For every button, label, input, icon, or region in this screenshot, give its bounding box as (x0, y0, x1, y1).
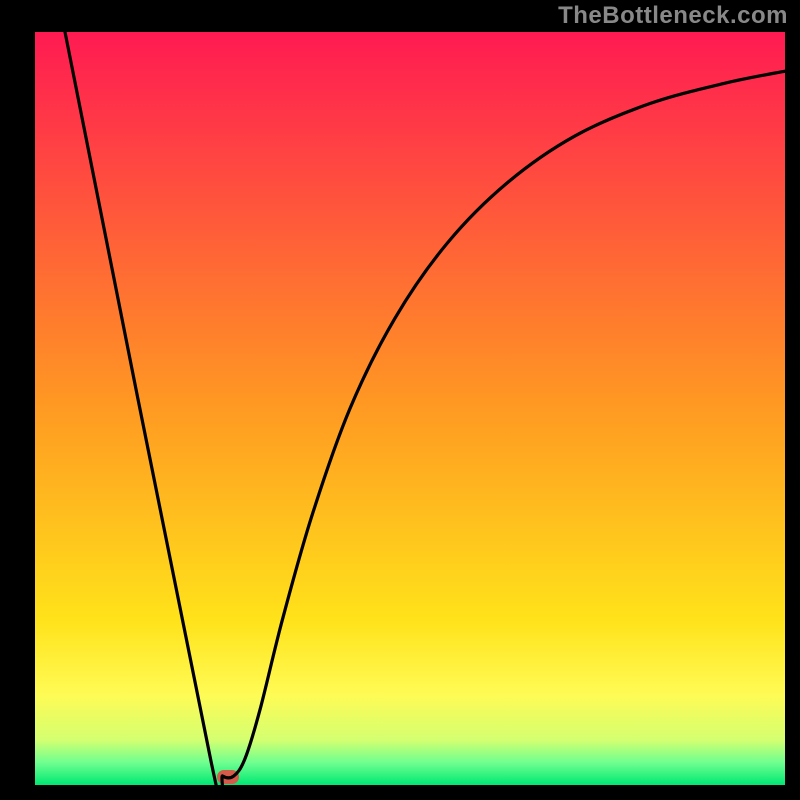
minimum-point-marker (217, 770, 239, 784)
watermark-label: TheBottleneck.com (558, 2, 788, 30)
plot-area (35, 32, 785, 785)
figure-container: TheBottleneck.com (0, 0, 800, 800)
